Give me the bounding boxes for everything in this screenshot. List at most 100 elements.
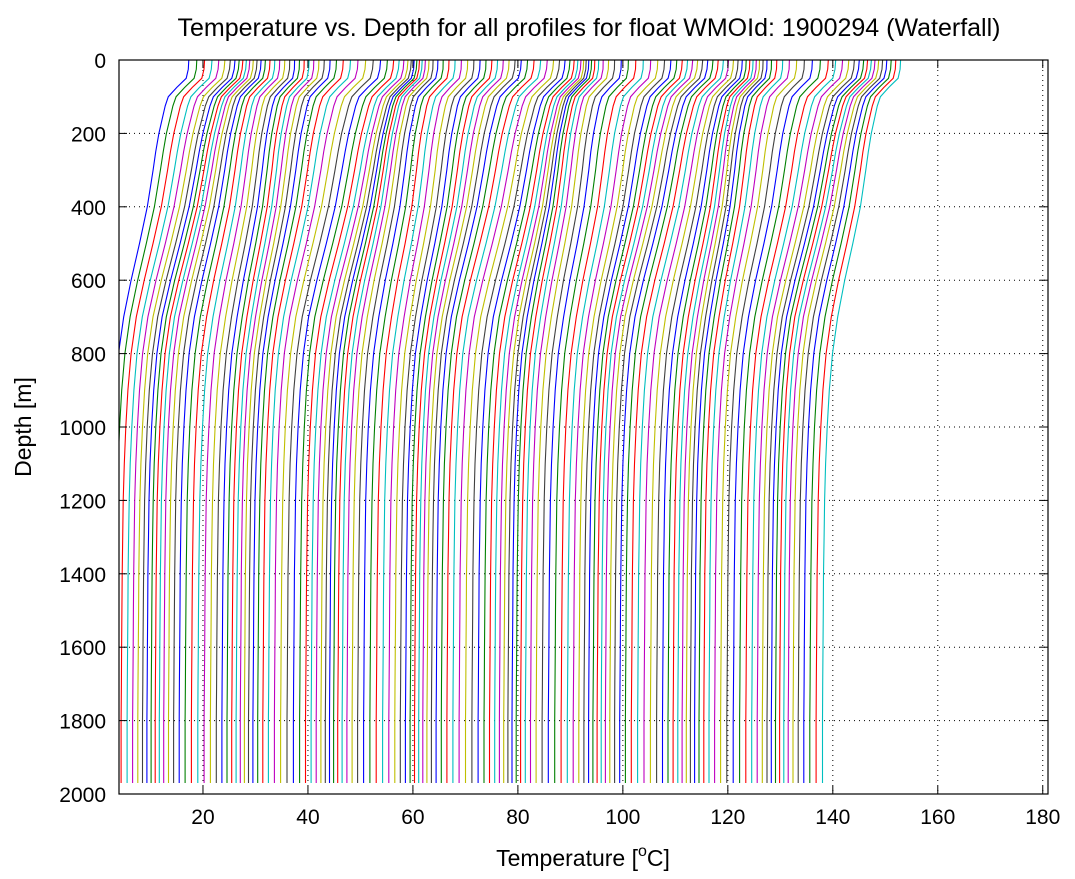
profile-line [821,60,902,783]
profile-line [809,60,892,783]
profile-line [637,60,724,783]
profile-line [661,60,743,783]
y-tick-label: 0 [94,50,106,73]
profile-line [515,60,593,783]
profile-line [770,60,860,783]
profile-line [667,60,747,783]
profile-line [235,60,310,783]
profile-line [409,60,487,783]
profile-line [167,60,254,783]
profile-line [803,60,888,783]
profile-line [578,60,659,783]
profile-line [779,60,869,783]
profile-line [363,60,439,783]
x-tick-label: 120 [710,806,745,829]
profile-line [614,60,704,783]
y-tick-label: 200 [71,123,106,146]
profile-line [324,60,412,783]
profile-line [774,60,865,783]
profile-line [430,60,516,783]
profile-line [554,60,629,783]
y-tick-label: 1600 [59,637,106,660]
profile-line [247,60,325,783]
profile-line [422,60,504,783]
profile-line [399,60,475,783]
profile-line [262,60,344,783]
profile-line [694,60,768,783]
profile-line [388,60,462,783]
profile-line [547,60,622,783]
profile-line [226,60,301,783]
profile-line [146,60,236,783]
profile-line [630,60,719,783]
profile-line [351,60,430,783]
profile-line [132,60,220,783]
profile-line [726,60,805,783]
profile-line [583,60,666,783]
profile-line [541,60,616,783]
profile-line [739,60,821,783]
profile-line [357,60,434,783]
profile-line [137,60,226,783]
profile-line [766,60,855,783]
x-axis-label-suffix: C] [647,845,670,871]
profile-line [494,60,579,783]
y-tick-label: 1400 [59,564,106,587]
x-axis-label: Temperature [oC] [496,843,670,871]
profile-line [221,60,296,783]
profile-line [239,60,315,783]
profile-line [471,60,561,783]
profile-line [184,60,266,783]
profile-line [643,60,730,783]
profile-line [689,60,764,783]
profile-line [588,60,672,783]
y-tick-label: 1000 [59,417,106,440]
x-axis-label-sup: o [638,843,647,860]
profile-line [761,60,850,783]
profile-line [672,60,751,783]
profile-line [787,60,876,783]
profile-line [511,60,590,783]
x-tick-label: 180 [1025,806,1060,829]
x-axis-ticks: 20 40 60 80 100 120 140 160 180 [191,60,1060,829]
profile-line [346,60,426,783]
profile-line [375,60,450,783]
profile-line [745,60,829,783]
profile-line [503,60,585,783]
profile-line [572,60,652,783]
profile-line [600,60,689,783]
y-tick-label: 600 [71,270,106,293]
profile-line [215,60,291,783]
profile-line [566,60,644,783]
profile-line [426,60,510,783]
profile-line [267,60,352,783]
profile-line [440,60,529,783]
profile-line [341,60,423,783]
y-axis-ticks: 0 200 400 600 800 1000 1200 1400 1600 1800 2000 [59,50,1048,807]
profile-line [333,60,418,783]
profile-line [529,60,604,783]
profile-line [535,60,610,783]
profile-line [197,60,276,783]
profile-line [498,60,582,783]
profile-line [243,60,320,783]
profile-line [328,60,415,783]
x-tick-label: 140 [815,806,850,829]
profile-line [413,60,493,783]
profile-line [203,60,281,783]
y-axis-label: Depth [m] [10,377,36,477]
profile-line [404,60,481,783]
x-tick-label: 60 [401,806,424,829]
profile-line [119,60,190,355]
profile-line [720,60,798,783]
profile-line [677,60,754,783]
y-tick-label: 2000 [59,784,106,807]
profile-line [524,60,600,783]
profile-line [592,60,678,783]
profile-line [382,60,456,783]
profile-line [604,60,694,783]
profile-line [178,60,262,783]
x-axis-label-prefix: Temperature [ [496,845,639,871]
profile-line [619,60,709,783]
